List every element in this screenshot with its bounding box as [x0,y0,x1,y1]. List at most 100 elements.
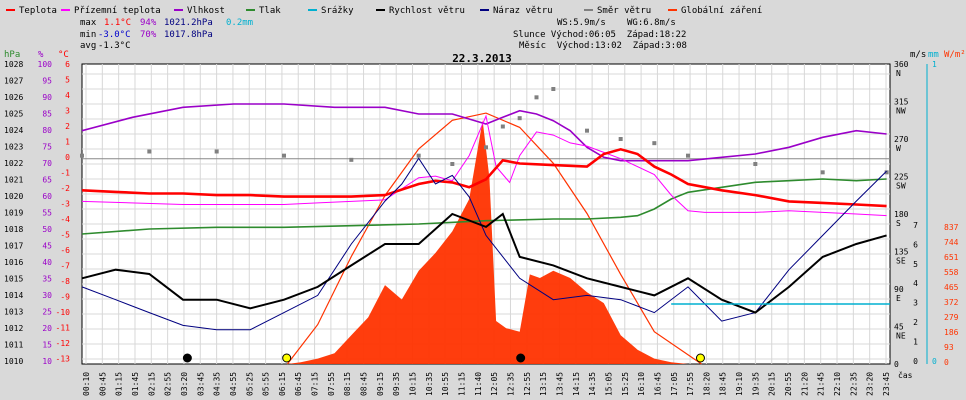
pct-tick-label: 40 [42,258,52,267]
pct-tick-label: 80 [42,126,52,135]
wind-tick-label: 0 [913,357,918,366]
wind-direction-point [753,162,758,166]
direction-compass-label: N [896,69,901,78]
pct-tick-label: 10 [42,357,52,366]
moonset-marker [182,353,192,363]
hpa-tick-label: 1012 [4,324,23,333]
wind-direction-point [282,153,286,158]
sunset-marker [695,353,705,363]
temp-tick-label: -4 [60,215,70,224]
stat-max-hum: 94% [140,18,157,28]
hpa-tick-label: 1013 [4,308,23,317]
wind-speed-info: WS:5.9m/s [557,18,606,28]
axis-unit-pct: % [38,50,44,60]
wind-direction-point [820,170,825,175]
direction-compass-label: SW [896,182,906,191]
rain-tick-label: 1 [932,60,937,69]
rain-tick-label: 0 [932,357,937,366]
wind-direction-point [534,95,539,100]
stat-max-label: max [80,18,97,28]
time-axis-unit: čas [898,370,913,380]
time-tick-label: 11:40 [474,372,483,396]
time-tick-label: 18:20 [702,372,711,396]
pct-tick-label: 30 [42,291,52,300]
moonrise-marker [516,353,526,363]
direction-tick-label: 45 [894,323,904,332]
hpa-tick-label: 1016 [4,258,23,267]
pct-tick-label: 65 [42,176,52,185]
legend-label: Přízemní teplota [74,6,161,16]
temp-tick-label: -2 [60,184,70,193]
time-tick-label: 16:45 [653,372,662,396]
hpa-tick-label: 1025 [4,110,23,119]
moon-info: Měsíc Východ:13:02 Západ:3:08 [519,41,687,51]
wind-tick-label: 2 [913,318,918,327]
temp-tick-label: 2 [65,122,70,131]
pct-tick-label: 20 [42,324,52,333]
axis-unit-rad: W/m² [944,50,966,60]
wind-direction-point [214,149,219,154]
wind-gust-info: WG:6.8m/s [627,18,676,28]
time-tick-label: 10:35 [425,372,434,396]
temp-tick-label: 5 [65,76,70,85]
temp-tick-label: -1 [60,169,70,178]
temp-tick-label: 1 [65,138,70,147]
hpa-tick-label: 1024 [4,126,23,135]
statistics-block: max 1.1°C 94% 1021.2hPa 0.2mm min -3.0°C… [80,18,253,51]
wind-direction-point [500,124,505,129]
hpa-tick-label: 1021 [4,176,23,185]
axis-unit-hpa: hPa [4,50,20,60]
time-tick-label: 13:15 [539,372,548,396]
pct-tick-label: 100 [38,60,53,69]
series-clear-sky-radiation [286,112,702,365]
hpa-tick-label: 1020 [4,192,23,201]
series [80,87,890,365]
chart-title: 22.3.2013 [452,52,512,65]
time-tick-label: 00:45 [98,372,107,396]
time-tick-label: 12:05 [490,372,499,396]
time-tick-label: 10:55 [441,372,450,396]
rad-tick-label: 186 [944,328,959,337]
wind-direction-point [652,141,657,146]
legend-label: Globální záření [681,6,762,16]
pct-tick-label: 55 [42,209,52,218]
series-temperature [81,147,887,208]
wind-direction-point [484,145,488,150]
time-tick-label: 01:45 [131,372,140,396]
wind-sun-moon-info: WS:5.9m/s WG:6.8m/s Slunce Východ:06:05 … [513,18,687,51]
wind-tick-label: 5 [913,260,918,269]
direction-tick-label: 135 [894,248,909,257]
series-pressure [81,178,887,235]
time-tick-label: 06:15 [278,372,287,396]
time-tick-label: 18:45 [719,372,728,396]
direction-tick-label: 360 [894,60,909,69]
time-tick-label: 09:35 [392,372,401,396]
hpa-tick-label: 1028 [4,60,23,69]
axis-unit-wind: m/s [910,50,926,60]
legend-label: Srážky [321,6,354,16]
temp-tick-label: -12 [56,339,71,348]
wind-direction-point [884,170,889,175]
time-tick-label: 13:45 [555,372,564,396]
pct-tick-label: 50 [42,225,52,234]
direction-tick-label: 90 [894,285,904,294]
time-tick-label: 07:55 [327,372,336,396]
hpa-tick-label: 1015 [4,275,23,284]
direction-compass-label: W [896,144,901,153]
rad-tick-label: 465 [944,283,959,292]
legend-label: Tlak [259,6,281,16]
hpa-tick-label: 1014 [4,291,23,300]
pct-tick-label: 60 [42,192,52,201]
rad-tick-label: 0 [944,358,949,367]
time-tick-label: 02:15 [147,372,156,396]
wind-direction-point [349,157,354,162]
time-tick-label: 14:15 [572,372,581,396]
wind-direction-point [551,87,556,91]
time-tick-label: 22:35 [849,372,858,396]
time-tick-label: 19:35 [751,372,760,396]
rad-tick-label: 651 [944,253,959,262]
time-tick-label: 12:35 [506,372,515,396]
temp-tick-label: 4 [65,91,70,100]
pct-tick-label: 95 [42,77,52,86]
